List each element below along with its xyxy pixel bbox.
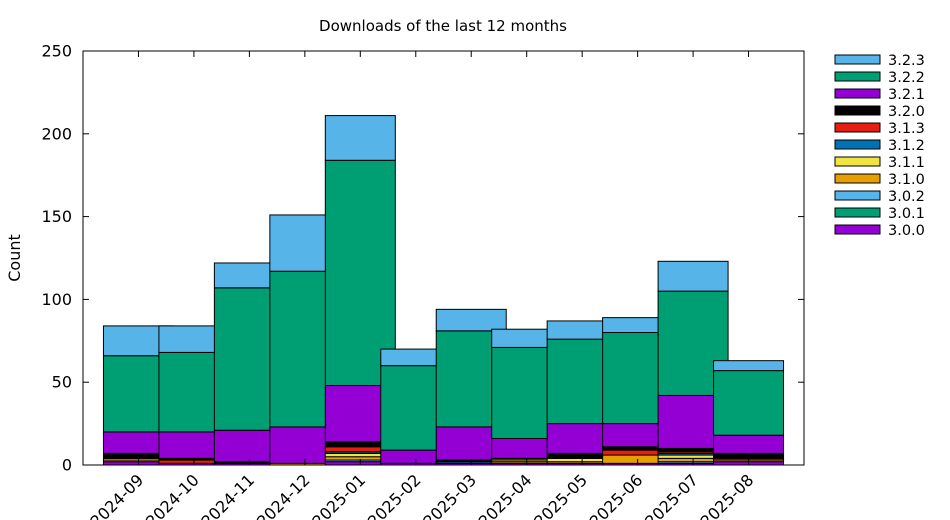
chart-title: Downloads of the last 12 months — [319, 17, 567, 35]
x-tick-label: 2024-12 — [253, 470, 314, 520]
legend-swatch-3.0.1 — [834, 207, 881, 218]
x-tick-label: 2025-08 — [697, 470, 758, 520]
bar-segment-2025-03-3.2.3 — [435, 308, 507, 332]
bar-segment-2025-08-3.2.2 — [713, 370, 785, 436]
legend-label-3.1.1: 3.1.1 — [888, 155, 925, 171]
legend-swatch-3.2.2 — [834, 71, 881, 82]
x-tick-label: 2025-01 — [308, 470, 369, 520]
legend-swatch-3.0.2 — [834, 190, 881, 201]
bar-segment-2025-08-3.2.3 — [713, 360, 785, 372]
legend-swatch-3.2.1 — [834, 88, 881, 99]
legend-label-3.2.2: 3.2.2 — [888, 70, 925, 86]
bar-segment-2025-08-3.2.1 — [713, 434, 785, 454]
y-tick-label: 0 — [62, 456, 72, 475]
x-tick-label: 2025-04 — [475, 470, 536, 520]
x-tick-label: 2024-09 — [87, 470, 148, 520]
bar-segment-2025-08-3.2.0 — [713, 452, 785, 459]
legend-label-3.1.2: 3.1.2 — [888, 138, 925, 154]
y-axis-label: Count — [5, 234, 24, 282]
legend-label-3.2.1: 3.2.1 — [888, 87, 925, 103]
x-tick-label: 2025-02 — [364, 470, 425, 520]
legend-label-3.0.1: 3.0.1 — [888, 206, 925, 222]
legend-swatch-3.2.3 — [834, 54, 881, 65]
bar-segment-2025-01-3.2.2 — [324, 159, 396, 387]
legend-label-3.2.0: 3.2.0 — [888, 104, 925, 120]
x-tick-label: 2024-10 — [142, 470, 203, 520]
y-tick-label: 50 — [52, 373, 72, 392]
legend-swatch-3.1.2 — [834, 139, 881, 150]
bar-segment-2025-07-3.2.3 — [657, 260, 729, 292]
legend-swatch-3.2.0 — [834, 105, 881, 116]
legend-label-3.0.2: 3.0.2 — [888, 189, 925, 205]
legend-label-3.0.0: 3.0.0 — [888, 223, 925, 239]
legend-label-3.1.3: 3.1.3 — [888, 121, 925, 137]
legend-swatch-3.1.3 — [834, 122, 881, 133]
y-tick-label: 100 — [41, 290, 72, 309]
x-tick-label: 2025-06 — [586, 470, 647, 520]
y-tick-label: 250 — [41, 42, 72, 61]
legend: 3.2.33.2.23.2.13.2.03.1.33.1.23.1.13.1.0… — [834, 53, 925, 239]
x-tick-label: 2025-03 — [419, 470, 480, 520]
legend-swatch-3.1.1 — [834, 156, 881, 167]
y-tick-label: 200 — [41, 124, 72, 143]
plot-frame — [82, 50, 805, 466]
bar-segment-2025-01-3.2.3 — [324, 115, 396, 161]
legend-label-3.1.0: 3.1.0 — [888, 172, 925, 188]
legend-swatch-3.1.0 — [834, 173, 881, 184]
x-tick-label: 2025-07 — [641, 470, 702, 520]
x-tick-label: 2024-11 — [198, 470, 259, 520]
bars-group — [102, 115, 785, 466]
legend-label-3.2.3: 3.2.3 — [888, 53, 925, 69]
legend-swatch-3.0.0 — [834, 224, 881, 235]
x-tick-label: 2025-05 — [530, 470, 591, 520]
y-tick-label: 150 — [41, 207, 72, 226]
